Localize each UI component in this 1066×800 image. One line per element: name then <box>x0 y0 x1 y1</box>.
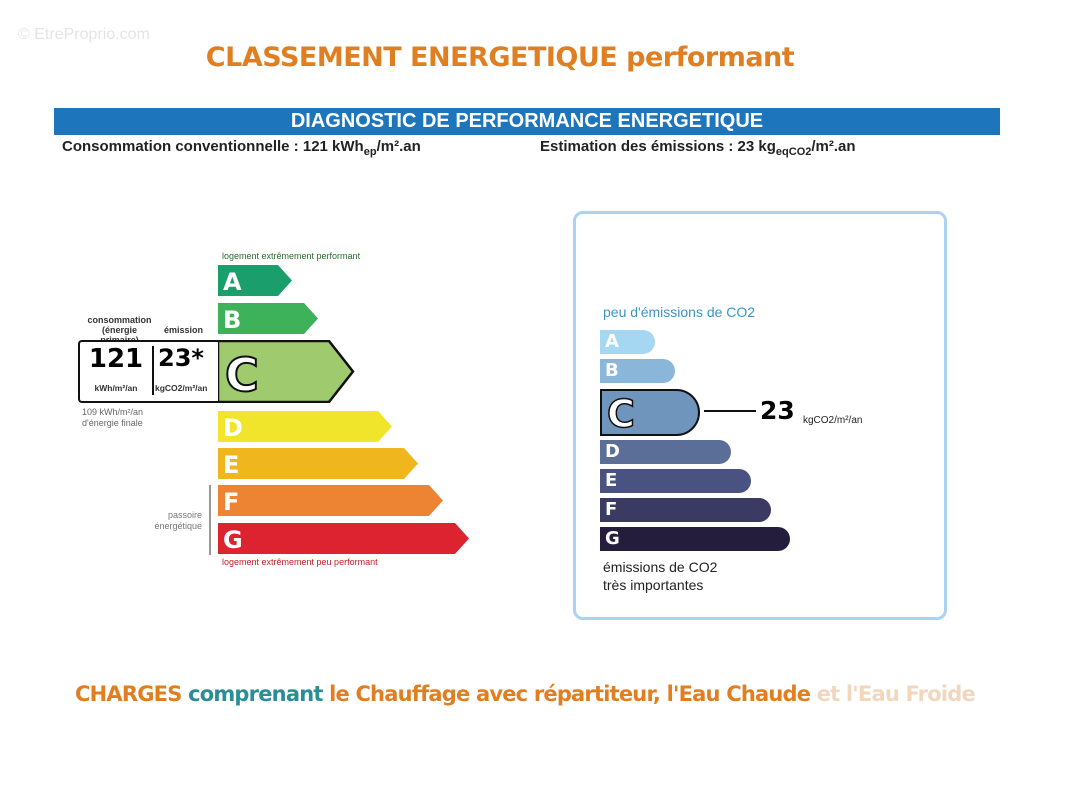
charges-note: CHARGES comprenant le Chauffage avec rép… <box>0 682 1050 706</box>
energy-class-g-bar: G <box>218 523 469 554</box>
emissions-panel <box>573 211 947 620</box>
emissions-value: 23 <box>760 396 795 425</box>
energy-bottom-label: logement extrêmement peu performant <box>222 557 378 567</box>
energy-class-c-bar: C <box>217 340 355 403</box>
emission-value: 23* <box>158 344 204 372</box>
energy-class-letter: E <box>223 451 239 479</box>
divider <box>152 346 154 395</box>
energy-class-letter: F <box>223 488 239 516</box>
emission-class-a-bar: A <box>600 330 655 354</box>
passoire-bracket <box>209 485 211 555</box>
emission-class-b-bar: B <box>600 359 675 383</box>
charges-word: comprenant <box>188 682 323 706</box>
charges-word: le Chauffage avec répartiteur, l'Eau Cha… <box>329 682 811 706</box>
emission-label: émission <box>164 325 204 335</box>
emission-class-g-bar: G <box>600 527 790 551</box>
energy-class-e-bar: E <box>218 448 418 479</box>
charges-word: CHARGES <box>75 682 182 706</box>
emission-class-c-bar: C <box>600 389 700 437</box>
final-energy-note: 109 kWh/m²/an d'énergie finale <box>82 407 144 428</box>
consumption-summary: Consommation conventionnelle : 121 kWhep… <box>62 138 421 158</box>
energy-class-letter: A <box>223 268 242 296</box>
emissions-top-label: peu d'émissions de CO2 <box>603 304 756 320</box>
energy-class-letter: C <box>225 348 259 402</box>
watermark: © EtreProprio.com <box>18 26 150 43</box>
passoire-label: passoire énergétique <box>154 510 202 531</box>
emissions-unit: kgCO2/m²/an <box>803 415 863 426</box>
energy-class-f-bar: F <box>218 485 443 516</box>
current-values-box: 121 kWh/m²/an 23* kgCO2/m²/an <box>78 340 218 403</box>
energy-class-letter: G <box>223 526 243 554</box>
emissions-bottom-label: émissions de CO2 très importantes <box>603 559 718 593</box>
energy-class-letter: D <box>223 414 243 442</box>
charges-word: et l'Eau Froide <box>816 682 976 706</box>
energy-top-label: logement extrêmement performant <box>222 251 361 261</box>
emission-unit: kgCO2/m²/an <box>155 383 208 393</box>
emission-class-f-bar: F <box>600 498 771 522</box>
energy-class-d-bar: D <box>218 411 392 442</box>
energy-class-b-bar: B <box>218 303 318 334</box>
emission-class-e-bar: E <box>600 469 751 493</box>
consumption-unit: kWh/m²/an <box>94 383 138 393</box>
energy-class-letter: B <box>223 306 241 334</box>
emission-class-d-bar: D <box>600 440 731 464</box>
dpe-header-band: DIAGNOSTIC DE PERFORMANCE ENERGETIQUE <box>54 108 1000 135</box>
consumption-value: 121 <box>88 344 144 374</box>
energy-class-a-bar: A <box>218 265 292 296</box>
emission-summary: Estimation des émissions : 23 kgeqCO2/m²… <box>540 138 856 158</box>
emission-pointer-line <box>704 410 756 412</box>
page-title: CLASSEMENT ENERGETIQUE performant <box>205 42 795 73</box>
